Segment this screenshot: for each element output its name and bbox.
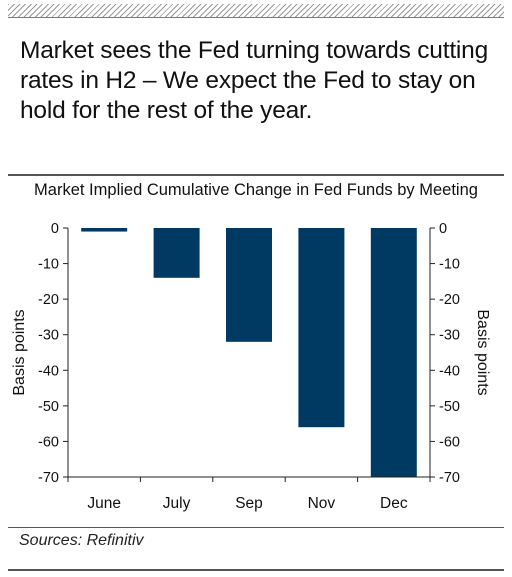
bar-july	[153, 228, 200, 278]
decorative-hatch-band	[8, 4, 504, 18]
bar-chart: 0 0 -10 -10 -20 -20 -30 -30 -40 -40 -50 -50 -60 -60 -7…	[11, 221, 491, 512]
y-tick-label-right: -70	[439, 470, 460, 486]
bottom-divider	[8, 569, 504, 571]
bar-sep	[226, 228, 272, 342]
y-tick-label-left: -40	[38, 363, 59, 379]
x-tick-label: Dec	[380, 495, 408, 512]
y-axis-title-left: Basis points	[11, 309, 28, 395]
x-tick-label: June	[87, 495, 121, 512]
x-tick-label: Sep	[235, 495, 263, 512]
bar-nov	[298, 228, 345, 428]
y-tick-label-right: 0	[439, 221, 447, 237]
headline: Market sees the Fed turning towards cutt…	[20, 37, 489, 124]
y-tick-label-left: 0	[51, 221, 59, 237]
bar-dec	[370, 228, 417, 477]
y-tick-label-left: -30	[38, 328, 59, 344]
y-tick-label-left: -50	[38, 399, 59, 415]
top-divider	[8, 174, 504, 176]
source-divider	[8, 527, 504, 528]
source-note: Sources: Refinitiv	[19, 532, 144, 549]
y-tick-label-right: -30	[439, 328, 460, 344]
y-tick-label-right: -60	[439, 434, 460, 450]
x-tick-label: July	[163, 495, 191, 512]
x-tick-label: Nov	[308, 495, 336, 512]
y-tick-label-right: -20	[439, 292, 460, 308]
y-axis-title-right: Basis points	[474, 309, 491, 395]
bar-june	[81, 228, 128, 232]
y-tick-label-left: -70	[38, 470, 59, 486]
chart-card: Market sees the Fed turning towards cutt…	[8, 4, 504, 573]
y-tick-label-right: -50	[439, 399, 460, 415]
y-tick-label-right: -10	[439, 257, 460, 273]
y-tick-label-left: -10	[38, 257, 59, 273]
y-tick-label-left: -60	[38, 434, 59, 450]
chart-title: Market Implied Cumulative Change in Fed …	[34, 181, 478, 199]
y-tick-label-left: -20	[38, 292, 59, 308]
y-tick-label-right: -40	[439, 363, 460, 379]
